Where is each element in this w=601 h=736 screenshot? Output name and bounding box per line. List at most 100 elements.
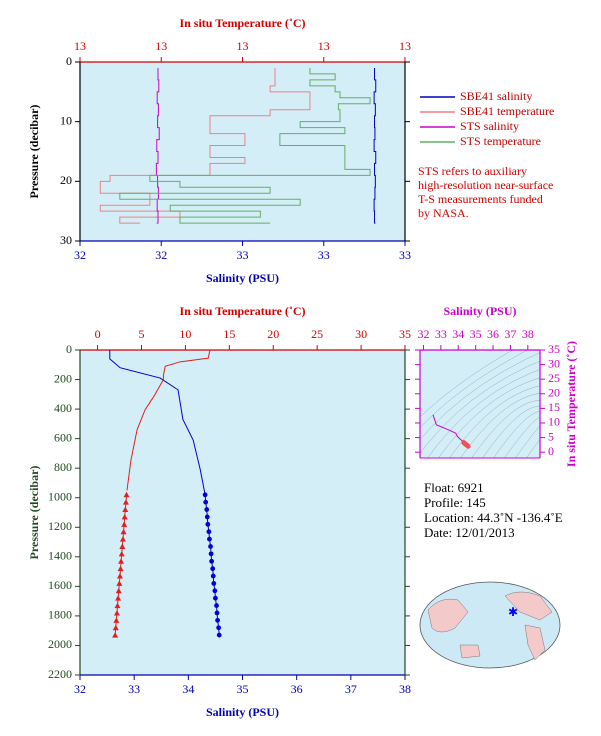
x-tick-label: 34 (452, 327, 464, 341)
y-tick-label: 10 (548, 415, 560, 429)
series-line (126, 349, 211, 491)
legend-label: STS temperature (460, 134, 541, 148)
marker (204, 507, 210, 512)
y-tick-label: 1200 (48, 519, 72, 533)
y-tick-label: 1000 (48, 489, 72, 503)
float-info: Float: 6921 (424, 480, 484, 495)
contour (427, 369, 540, 458)
contour (482, 406, 540, 458)
marker (123, 491, 130, 498)
series-line (119, 67, 371, 224)
marker (119, 536, 126, 542)
y-tick-label: 0 (548, 444, 554, 458)
x-tick-label: 37 (345, 682, 357, 696)
marker (113, 617, 120, 623)
x-tick-label: 32 (74, 248, 86, 262)
y-tick-label: 400 (54, 401, 72, 415)
density-contours (420, 350, 540, 458)
x-tick-label: 32 (417, 327, 429, 341)
x-tick-label: 33 (318, 248, 330, 262)
float-position: ✱ (508, 605, 518, 619)
y-tick-label: 600 (54, 430, 72, 444)
x-tick-label: 30 (355, 327, 367, 341)
marker (122, 506, 129, 513)
y-tick-label: 1600 (48, 578, 72, 592)
marker (213, 595, 218, 601)
float-info: Profile: 145 (424, 495, 486, 510)
axis-title: In situ Temperature (˚C) (179, 304, 305, 318)
x-tick-label: 38 (522, 327, 534, 341)
series-line (99, 67, 311, 224)
contour (420, 360, 540, 454)
series-line (373, 67, 377, 224)
marker (205, 521, 211, 527)
y-tick-label: 30 (548, 356, 560, 370)
x-tick-label: 36 (291, 682, 303, 696)
marker (208, 551, 214, 557)
marker (121, 521, 128, 527)
marker (119, 543, 126, 549)
y-tick-label: 20 (60, 173, 72, 187)
y-tick-label: 800 (54, 460, 72, 474)
axis-title: Salinity (PSU) (206, 705, 279, 719)
y-tick-label: 10 (60, 113, 72, 127)
note: STS refers to auxiliary (418, 164, 527, 178)
marker (114, 602, 121, 609)
float-info: Date: 12/01/2013 (424, 525, 515, 540)
marker (212, 588, 218, 594)
y-tick-label: 25 (548, 371, 560, 385)
marker (204, 514, 210, 520)
x-tick-label: 13 (155, 39, 167, 53)
marker (214, 610, 220, 616)
x-tick-label: 13 (399, 39, 411, 53)
y-tick-label: 20 (548, 386, 560, 400)
contour (471, 400, 540, 458)
x-tick-label: 5 (138, 327, 144, 341)
marker (117, 565, 124, 572)
x-tick-label: 37 (504, 327, 516, 341)
marker (112, 624, 119, 631)
plot-area (80, 62, 405, 241)
x-tick-label: 13 (74, 39, 86, 53)
x-tick-label: 34 (182, 682, 194, 696)
contour (420, 350, 529, 428)
note: T-S measurements funded (418, 192, 543, 206)
x-tick-label: 10 (179, 327, 191, 341)
y-tick-label: 2200 (48, 667, 72, 681)
x-tick-label: 33 (399, 248, 411, 262)
axis-title: Pressure (decibar) (27, 466, 41, 560)
axis-title: Pressure (decibar) (27, 105, 41, 199)
marker (216, 632, 222, 638)
x-tick-label: 35 (237, 682, 249, 696)
y-tick-label: 0 (66, 54, 72, 68)
note: by NASA. (418, 206, 469, 220)
y-tick-label: 0 (66, 342, 72, 356)
marker (120, 528, 127, 535)
note: high-resolution near-surface (418, 178, 553, 192)
axis-title: Salinity (PSU) (206, 271, 279, 285)
marker (115, 595, 122, 601)
y-tick-label: 200 (54, 371, 72, 385)
x-tick-label: 20 (267, 327, 279, 341)
contour (515, 425, 540, 458)
y-tick-label: 1800 (48, 608, 72, 622)
marker (118, 550, 125, 557)
x-tick-label: 13 (237, 39, 249, 53)
legend-label: SBE41 salinity (460, 89, 532, 103)
x-tick-label: 35 (399, 327, 411, 341)
contour (504, 416, 540, 458)
contour (526, 438, 540, 458)
marker (112, 632, 119, 638)
y-tick-label: 35 (548, 342, 560, 356)
series-line (109, 350, 206, 495)
marker (215, 617, 220, 623)
y-tick-label: 30 (60, 233, 72, 247)
marker (116, 573, 123, 579)
marker (122, 499, 129, 505)
y-tick-label: 5 (548, 429, 554, 443)
x-tick-label: 35 (470, 327, 482, 341)
legend-label: STS salinity (460, 119, 519, 133)
axis-title: In situ Temperature (˚C) (179, 16, 305, 30)
contour (438, 377, 540, 458)
